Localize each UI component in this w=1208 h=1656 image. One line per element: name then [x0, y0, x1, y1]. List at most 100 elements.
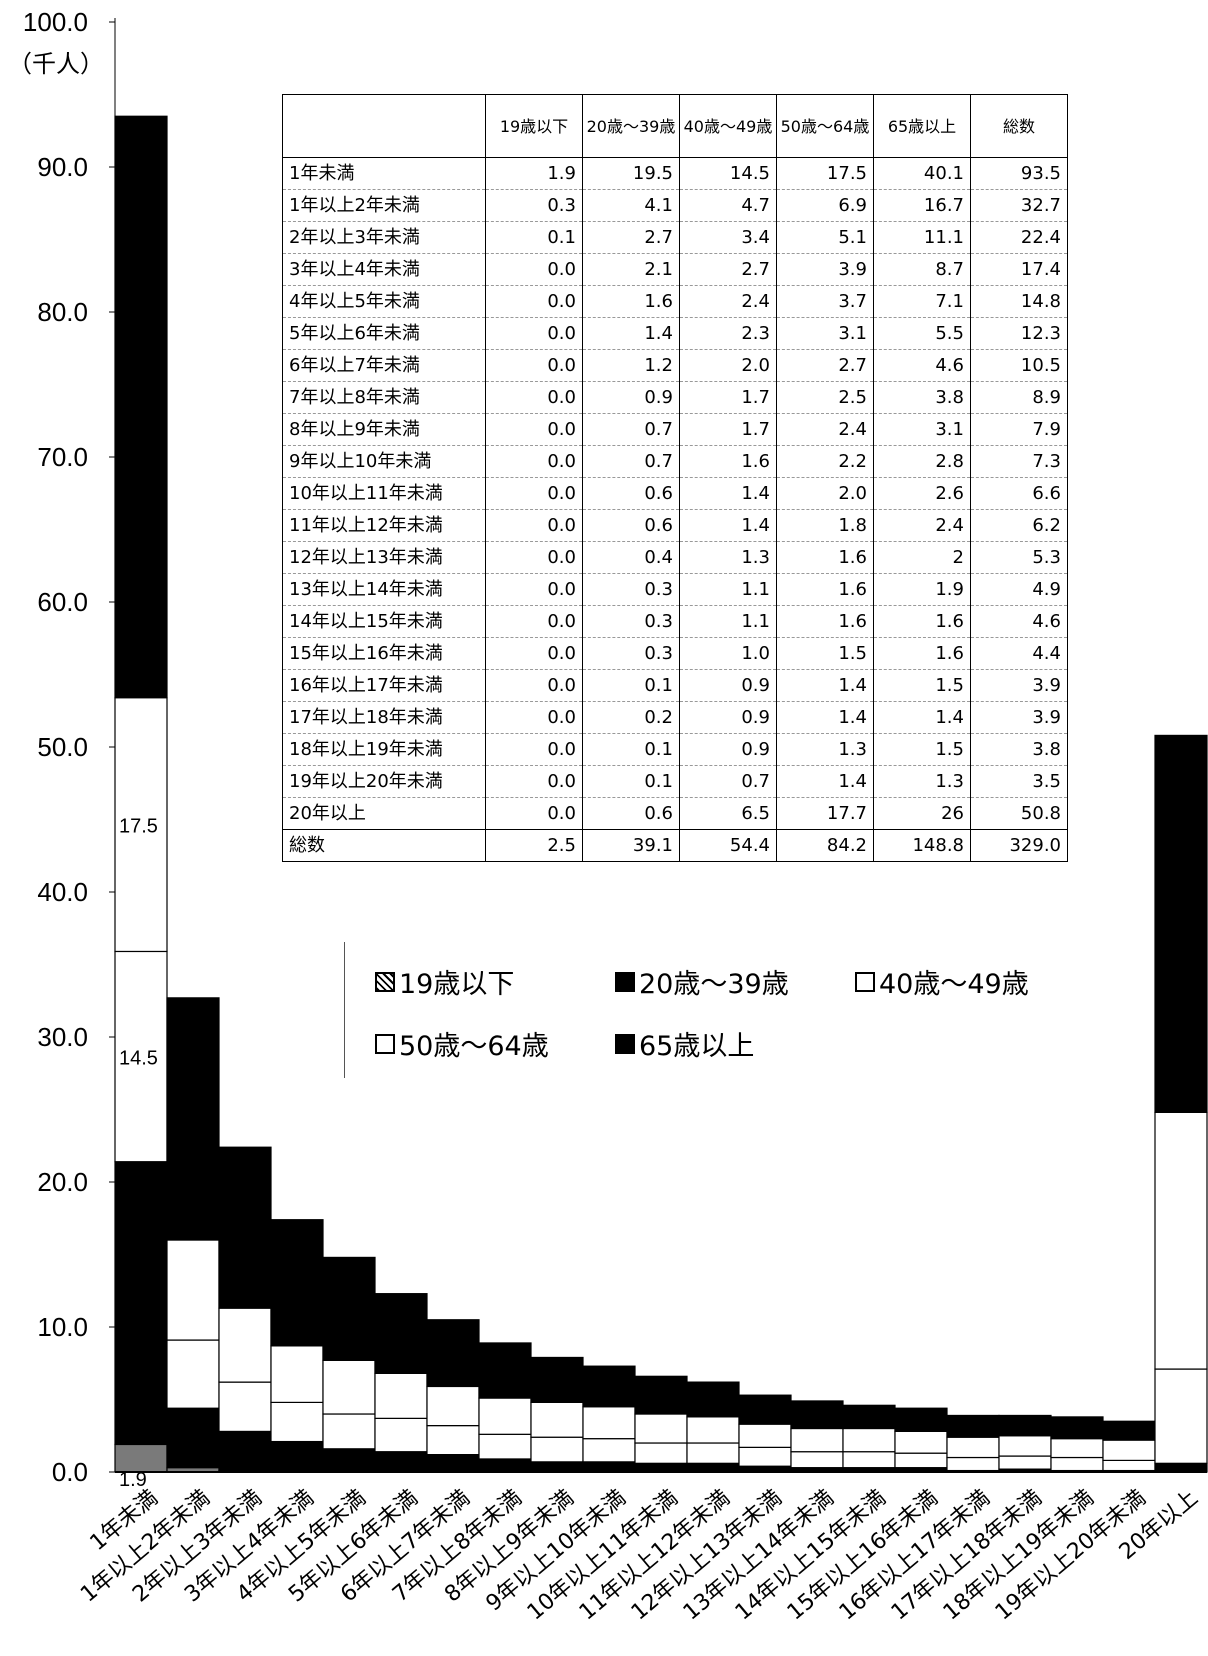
table-row: 12年以上13年未満 0.0 0.4 1.3 1.6 2 5.3	[282, 541, 1068, 574]
table-cell: 3.9	[970, 701, 1068, 734]
table-cell: 1.6	[776, 605, 874, 638]
table-row: 15年以上16年未満 0.0 0.3 1.0 1.5 1.6 4.4	[282, 637, 1068, 670]
table-cell: 4.7	[679, 189, 777, 222]
bar-segment	[686, 1381, 740, 1418]
y-tick-label: 30.0	[37, 1022, 88, 1052]
table-cell: 1.4	[776, 765, 874, 798]
y-tick-label: 20.0	[37, 1167, 88, 1197]
table-cell: 1.3	[873, 765, 971, 798]
bar-segment	[1050, 1456, 1104, 1472]
table-row: 1年未満 1.9 19.5 14.5 17.5 40.1 93.5	[282, 157, 1068, 190]
bar-segment	[114, 115, 168, 699]
bar-segment	[1102, 1420, 1156, 1441]
table-row-label: 18年以上19年未満	[282, 733, 486, 766]
table-row-label: 1年以上2年未満	[282, 189, 486, 222]
table-cell: 1.0	[679, 637, 777, 670]
table-cell: 4.9	[970, 573, 1068, 606]
table-cell: 93.5	[970, 157, 1068, 190]
table-cell: 2.0	[776, 477, 874, 510]
bar-segment	[686, 1416, 740, 1444]
table-cell: 6.5	[679, 797, 777, 830]
table-cell: 0.0	[485, 509, 583, 542]
table-cell: 0.0	[485, 573, 583, 606]
table-cell: 6.9	[776, 189, 874, 222]
bar-segment	[582, 1406, 636, 1440]
table-cell: 0.6	[582, 477, 680, 510]
bar-segment	[478, 1342, 532, 1399]
table-cell: 3.5	[970, 765, 1068, 798]
legend-label: 40歳～49歳	[879, 969, 1029, 1000]
table-cell: 329.0	[970, 829, 1068, 862]
table-cell: 1.1	[679, 605, 777, 638]
table-cell: 1.9	[485, 157, 583, 190]
table-cell: 4.1	[582, 189, 680, 222]
table-row: 2年以上3年未満 0.1 2.7 3.4 5.1 11.1 22.4	[282, 221, 1068, 254]
table-cell: 0.1	[582, 765, 680, 798]
bar-segment	[1102, 1459, 1156, 1472]
legend-item: 40歳～49歳	[855, 962, 1029, 1001]
table-cell: 5.5	[873, 317, 971, 350]
legend-item: 20歳～39歳	[615, 962, 789, 1001]
table-row: 3年以上4年未満 0.0 2.1 2.7 3.9 8.7 17.4	[282, 253, 1068, 286]
bar-segment	[270, 1401, 324, 1443]
table-cell: 2.1	[582, 253, 680, 286]
table-cell: 17.7	[776, 797, 874, 830]
table-cell: 3.7	[776, 285, 874, 318]
bar-segment	[894, 1407, 948, 1432]
table-cell: 3.4	[679, 221, 777, 254]
table-cell: 0.7	[679, 765, 777, 798]
table-cell: 1.2	[582, 349, 680, 382]
bar-segment	[634, 1375, 688, 1415]
table-row-label: 6年以上7年未満	[282, 349, 486, 382]
bar-segment	[322, 1413, 376, 1450]
table-cell: 7.3	[970, 445, 1068, 478]
table-row: 10年以上11年未満 0.0 0.6 1.4 2.0 2.6 6.6	[282, 477, 1068, 510]
bar-segment	[1154, 1111, 1208, 1370]
table-cell: 0.3	[485, 189, 583, 222]
bar-segment	[1050, 1416, 1104, 1440]
bar-segment	[946, 1436, 1000, 1459]
table-cell: 1.8	[776, 509, 874, 542]
bar-segment	[1154, 1462, 1208, 1473]
bar-segment	[166, 1339, 220, 1409]
y-tick-label: 0.0	[52, 1457, 88, 1487]
table-cell: 2.8	[873, 445, 971, 478]
table-cell: 50.8	[970, 797, 1068, 830]
bar-segment	[634, 1413, 688, 1444]
bar-segment	[1154, 1368, 1208, 1464]
y-tick-label: 80.0	[37, 297, 88, 327]
table-column-header: 19歳以下	[485, 94, 583, 158]
table-cell: 0.3	[582, 605, 680, 638]
y-tick-label: 60.0	[37, 587, 88, 617]
table-row-label: 17年以上18年未満	[282, 701, 486, 734]
table-cell: 0.9	[679, 701, 777, 734]
y-tick-label: 50.0	[37, 732, 88, 762]
bar-segment	[166, 1239, 220, 1341]
legend-label: 20歳～39歳	[639, 969, 789, 1000]
bar-segment	[322, 1448, 376, 1473]
table-cell: 0.0	[485, 285, 583, 318]
legend-swatch	[375, 1033, 395, 1054]
table-header-row: 19歳以下 20歳～39歳 40歳～49歳 50歳～64歳 65歳以上 総数	[282, 94, 1068, 158]
bar-segment	[114, 697, 168, 953]
bar-segment	[166, 997, 220, 1241]
bar-segment	[582, 1365, 636, 1408]
bar-segment	[426, 1319, 480, 1388]
table-cell: 0.0	[485, 349, 583, 382]
bar-segment	[530, 1356, 584, 1403]
table-row: 13年以上14年未満 0.0 0.3 1.1 1.6 1.9 4.9	[282, 573, 1068, 606]
table-column-header: 20歳～39歳	[582, 94, 680, 158]
legend-item: 65歳以上	[615, 1024, 754, 1063]
y-tick-label: 40.0	[37, 877, 88, 907]
table-cell: 0.7	[582, 445, 680, 478]
table-cell: 1.4	[873, 701, 971, 734]
table-row: 7年以上8年未満 0.0 0.9 1.7 2.5 3.8 8.9	[282, 381, 1068, 414]
bar-segment	[582, 1461, 636, 1473]
table-cell: 3.8	[970, 733, 1068, 766]
bar-segment	[322, 1359, 376, 1415]
table-row: 1年以上2年未満 0.3 4.1 4.7 6.9 16.7 32.7	[282, 189, 1068, 222]
table-cell: 2.3	[679, 317, 777, 350]
table-cell: 19.5	[582, 157, 680, 190]
table-cell: 0.9	[679, 733, 777, 766]
